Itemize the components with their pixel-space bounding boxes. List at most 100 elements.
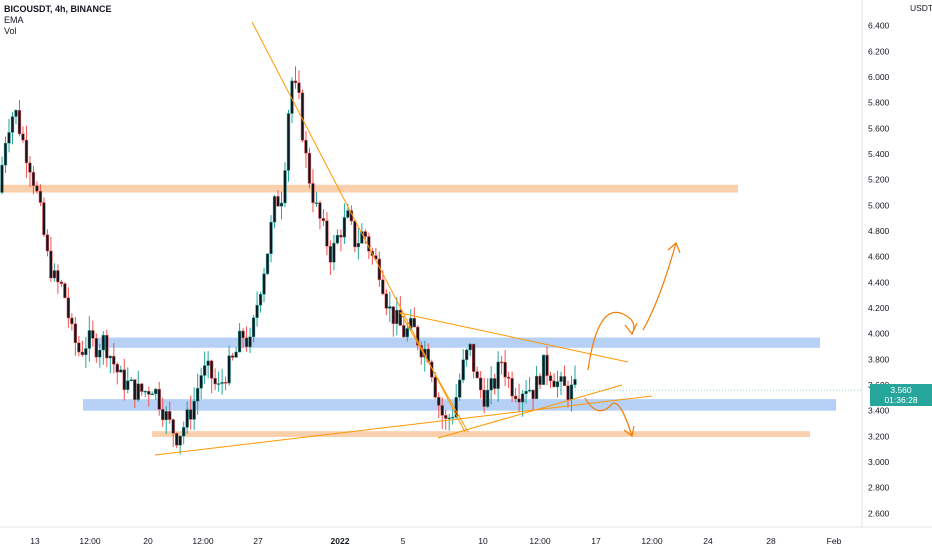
- candle-up: [178, 435, 182, 446]
- candle-down: [499, 361, 504, 364]
- candle-up: [136, 383, 140, 400]
- candle-down: [503, 361, 507, 378]
- candle-down: [562, 376, 567, 386]
- candle-down: [230, 355, 235, 358]
- candle-up: [196, 388, 200, 402]
- candle-up: [356, 242, 361, 248]
- time-tick-label: 20: [143, 536, 153, 546]
- candle-up: [182, 427, 186, 437]
- time-tick-label: 12:00: [192, 536, 214, 546]
- candle-down: [566, 385, 570, 401]
- candle-up: [98, 349, 102, 358]
- candle-up: [164, 411, 168, 421]
- candle-down: [223, 382, 228, 384]
- candle-down: [328, 246, 333, 263]
- candle-up: [458, 379, 462, 398]
- candle-up: [248, 336, 252, 348]
- candle-up: [279, 202, 284, 207]
- candle-up: [486, 389, 490, 407]
- candle-down: [49, 250, 53, 279]
- candle-down: [472, 343, 476, 372]
- candle-up: [237, 330, 242, 353]
- symbol-label[interactable]: BICOUSDT, 4h, BINANCE: [4, 4, 112, 14]
- candle-up: [258, 294, 263, 306]
- time-tick-label: 12:00: [79, 536, 101, 546]
- candle-down: [311, 183, 315, 203]
- candle-down: [28, 162, 32, 173]
- candle-down: [325, 220, 329, 247]
- price-tick-label: 3.200: [868, 431, 890, 441]
- candle-up: [3, 142, 8, 166]
- time-tick-label: Feb: [827, 536, 842, 546]
- candle-down: [56, 270, 60, 283]
- ema-label[interactable]: EMA: [4, 15, 24, 25]
- candle-up: [262, 273, 266, 295]
- candle-down: [168, 411, 172, 420]
- candle-up: [451, 416, 455, 419]
- candle-down: [444, 415, 448, 419]
- time-tick-label: 24: [703, 536, 713, 546]
- candle-down: [402, 325, 406, 338]
- candle-down: [63, 283, 67, 299]
- candle-up: [126, 380, 130, 390]
- candle-down: [353, 220, 357, 248]
- blue-support-zone: [96, 337, 820, 348]
- price-tick-label: 6.200: [868, 46, 890, 56]
- price-tick-label: 3.800: [868, 354, 890, 364]
- price-tick-label: 6.400: [868, 21, 890, 31]
- candle-down: [384, 293, 388, 309]
- candle-down: [17, 110, 22, 135]
- candle-up: [573, 379, 577, 385]
- candle-down: [115, 363, 119, 373]
- candle-down: [381, 279, 385, 295]
- candle-down: [440, 405, 444, 416]
- candle-down: [506, 376, 511, 379]
- candle-down: [433, 376, 437, 398]
- candle-up: [360, 231, 364, 244]
- candle-up: [101, 334, 105, 351]
- candle-down: [133, 379, 137, 400]
- candle-up: [569, 384, 574, 401]
- current-price-value: 3.560: [890, 385, 912, 395]
- drawings-layer: [154, 21, 862, 456]
- candle-down: [321, 218, 326, 222]
- candle-down: [244, 337, 249, 348]
- bearish-arrow-head: [623, 425, 635, 438]
- price-tick-label: 5.200: [868, 175, 890, 185]
- volume-label[interactable]: Vol: [4, 26, 17, 36]
- candle-down: [147, 390, 151, 395]
- time-tick-label: 12:00: [529, 536, 551, 546]
- candle-down: [398, 309, 402, 326]
- candle-up: [7, 132, 11, 144]
- candle-down: [241, 330, 245, 339]
- candle-up: [192, 400, 196, 420]
- candle-up: [335, 234, 340, 244]
- bullish-arrow-head-1: [624, 322, 638, 336]
- price-tick-label: 4.400: [868, 277, 890, 287]
- candle-up: [286, 113, 291, 171]
- candle-up: [489, 378, 493, 391]
- candle-up: [527, 389, 532, 392]
- candle-down: [318, 202, 322, 219]
- candle-down: [213, 378, 217, 385]
- candle-down: [545, 354, 549, 376]
- candle-up: [534, 375, 539, 400]
- candle-up: [465, 349, 469, 361]
- time-tick-label: 28: [766, 536, 776, 546]
- orange-resistance-zone: [0, 184, 738, 193]
- pennant-lower-trendline: [437, 384, 623, 439]
- candle-down: [412, 318, 416, 328]
- candle-down: [161, 409, 165, 421]
- candle-down: [140, 383, 144, 392]
- candle-up: [108, 356, 112, 359]
- candle-up: [14, 110, 18, 117]
- candle-down: [38, 190, 43, 203]
- candle-down: [531, 389, 535, 400]
- candle-down: [548, 375, 553, 382]
- time-tick-label: 2022: [331, 536, 350, 546]
- price-axis[interactable]: [862, 0, 932, 550]
- candle-up: [202, 365, 207, 376]
- candle-up: [468, 343, 472, 351]
- price-axis-unit: USDT: [910, 3, 932, 13]
